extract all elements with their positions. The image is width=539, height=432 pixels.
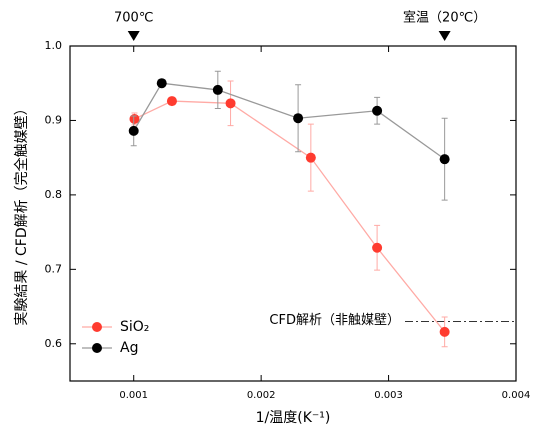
annotation-arrow	[127, 31, 140, 41]
y-tick-label: 0.8	[45, 188, 63, 201]
data-point	[128, 125, 139, 136]
y-axis-label: 実験結果 / CFD解析（完全触媒壁）	[13, 101, 30, 325]
data-point	[439, 326, 450, 337]
y-tick-label: 0.6	[45, 337, 63, 350]
legend-marker	[92, 343, 102, 353]
y-tick-label: 0.9	[45, 113, 63, 126]
x-axis-label: 1/温度(K⁻¹)	[256, 410, 331, 426]
data-point	[372, 105, 383, 116]
reference-label: CFD解析（非触媒壁）	[269, 313, 400, 328]
plot-frame	[69, 45, 517, 382]
data-point	[225, 98, 236, 109]
x-tick-label: 0.004	[502, 390, 531, 401]
annotation: 室温（20℃）	[403, 10, 486, 26]
series-line	[134, 100, 446, 333]
x-tick-label: 0.003	[374, 390, 403, 401]
y-tick-label: 1.0	[45, 39, 63, 52]
legend-marker	[92, 322, 102, 332]
y-tick-label: 0.7	[45, 262, 63, 275]
data-point	[305, 152, 316, 163]
legend-label: SiO₂	[120, 319, 149, 335]
data-point	[156, 78, 167, 89]
data-point	[372, 242, 383, 253]
data-point	[166, 96, 177, 107]
x-tick-label: 0.002	[247, 390, 276, 401]
series-line	[133, 82, 446, 160]
data-point	[439, 154, 450, 165]
data-point	[293, 113, 304, 124]
x-tick-label: 0.001	[119, 390, 148, 401]
annotation-arrow	[438, 31, 451, 41]
annotation: 700℃	[114, 11, 153, 26]
data-point	[212, 84, 223, 95]
legend-label: Ag	[120, 340, 138, 356]
